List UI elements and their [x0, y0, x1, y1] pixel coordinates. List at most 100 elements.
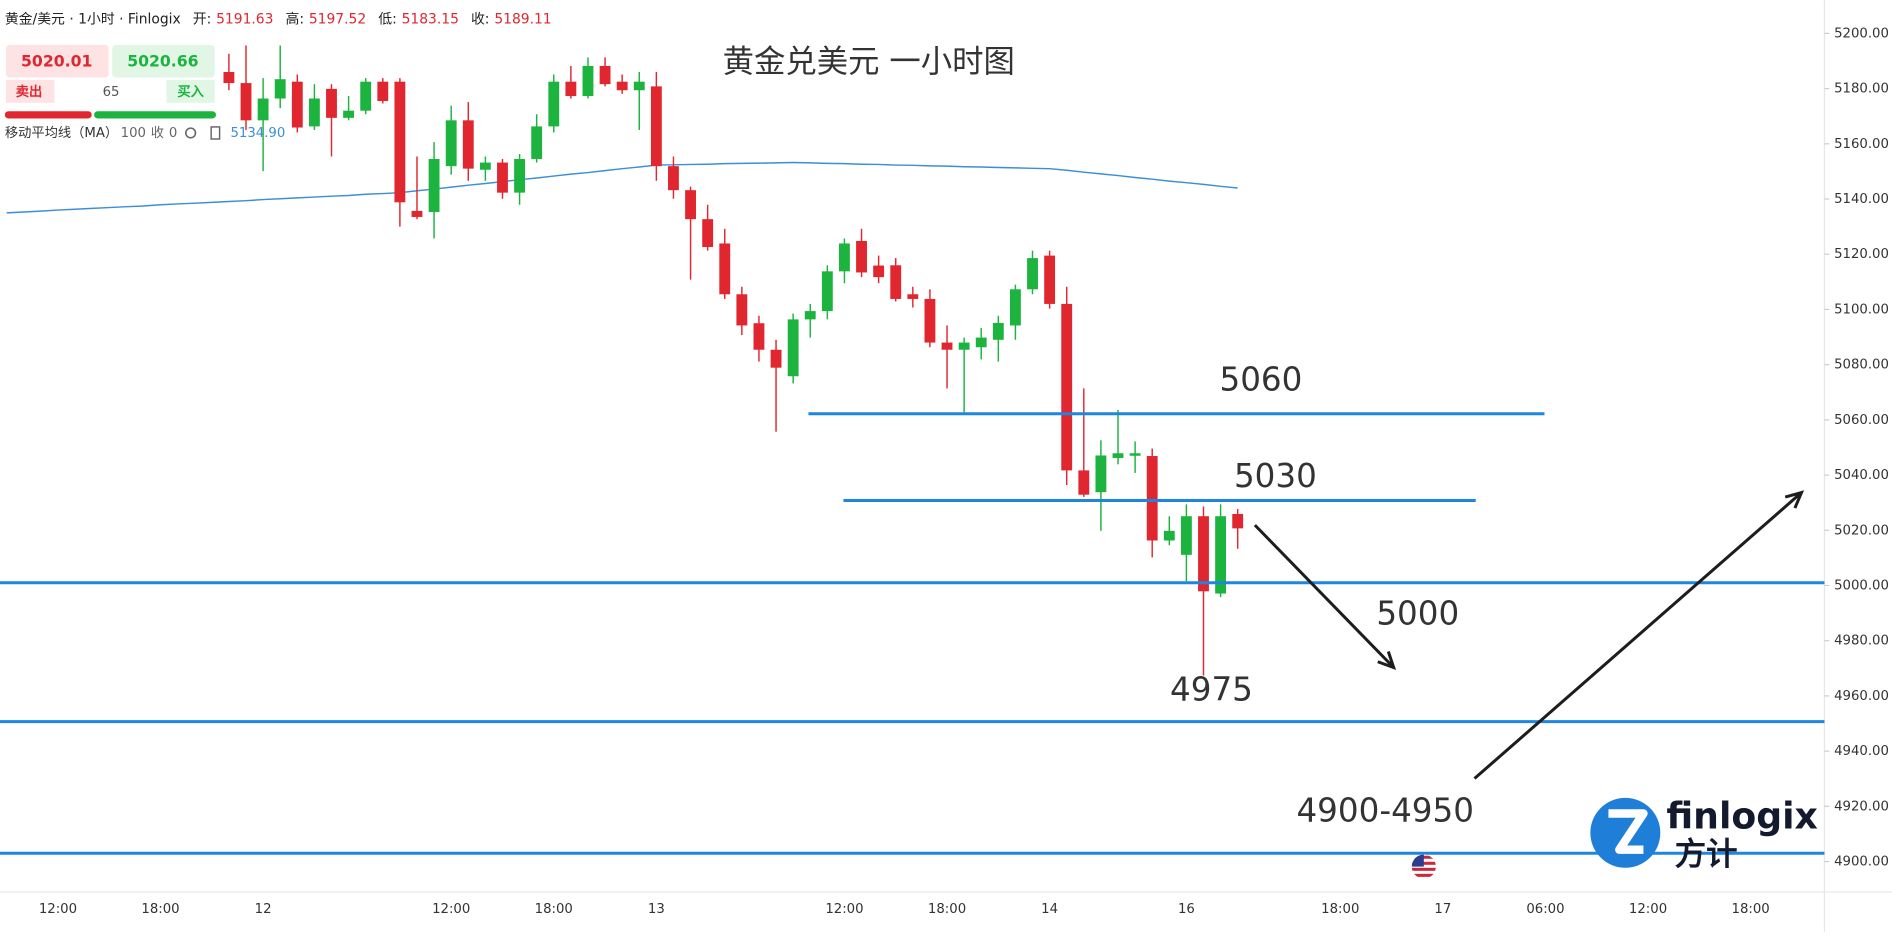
candle-body — [360, 81, 372, 111]
candle-body — [582, 65, 594, 97]
candle-body — [565, 81, 577, 97]
sell-label-box — [6, 79, 55, 103]
candle-body — [1232, 514, 1244, 529]
spread: 65 — [103, 85, 120, 100]
y-tick-label: 5160.00 — [1834, 137, 1889, 152]
candle-body — [479, 162, 491, 170]
candle-body — [1163, 530, 1175, 541]
candle-body — [633, 81, 645, 91]
logo-circle — [1590, 797, 1661, 868]
ohlc-name: 收: — [471, 12, 490, 28]
ohlc-name: 开: — [193, 12, 212, 28]
delete-icon — [210, 126, 221, 140]
candle-body — [223, 72, 235, 84]
logo-mark — [1608, 809, 1648, 854]
candle-body — [770, 349, 782, 368]
candle-body — [1112, 453, 1124, 458]
y-tick-label: 5020.00 — [1834, 523, 1889, 538]
candle-body — [702, 219, 714, 248]
annotation: 4975 — [1170, 671, 1253, 709]
settings-icon — [185, 127, 197, 139]
y-tick-label: 5140.00 — [1834, 192, 1889, 207]
candle-body — [907, 294, 919, 299]
arrow-head — [1377, 651, 1397, 670]
candle-body — [308, 98, 320, 127]
candle-body — [1009, 289, 1021, 326]
candle-body — [753, 323, 765, 350]
y-tick-label: 5040.00 — [1834, 468, 1889, 483]
x-tick-label: 12:00 — [39, 902, 77, 917]
x-tick-label: 18:00 — [141, 902, 179, 917]
candle-body — [668, 166, 679, 191]
candle-body — [462, 120, 474, 169]
candle-body — [992, 322, 1004, 340]
candle-body — [839, 243, 850, 272]
candle-body — [1198, 516, 1209, 592]
logo: finlogix 方计 — [1590, 794, 1818, 873]
x-tick-label: 12 — [255, 902, 272, 917]
flag-icon — [1411, 854, 1436, 879]
ma-period: 100 — [121, 126, 146, 141]
candle-body — [941, 342, 953, 350]
candle-body — [1061, 303, 1073, 471]
x-tick-label: 06:00 — [1526, 902, 1564, 917]
y-tick-label: 5100.00 — [1834, 302, 1889, 317]
buy-label-box — [166, 79, 215, 103]
ohlc-value: 5189.11 — [494, 12, 551, 28]
annotation: 4900-4950 — [1296, 791, 1474, 829]
candle-body — [411, 210, 423, 217]
candle-body — [650, 86, 662, 167]
y-tick-label: 5060.00 — [1834, 413, 1889, 428]
ohlc-value: 5197.52 — [309, 12, 366, 28]
candle-body — [1078, 470, 1090, 495]
x-tick-label: 18:00 — [928, 902, 966, 917]
x-tick-label: 17 — [1434, 902, 1451, 917]
candle-body — [343, 110, 355, 118]
candle-body — [616, 81, 628, 91]
candle-body — [497, 162, 508, 193]
candle-body — [685, 190, 696, 220]
candle-body — [1129, 453, 1141, 456]
y-tick-label: 4940.00 — [1834, 744, 1889, 759]
x-tick-label: 18:00 — [535, 902, 573, 917]
candle-body — [856, 240, 867, 273]
buy-bar — [94, 111, 216, 119]
x-tick-label: 18:00 — [1321, 902, 1359, 917]
ma-name: 移动平均线（MA） — [5, 125, 118, 141]
candle-body — [1146, 456, 1158, 541]
y-tick-label: 5000.00 — [1834, 579, 1889, 594]
arrow-shaft — [1473, 491, 1803, 780]
candle-body — [1215, 516, 1227, 594]
arrow-head — [1784, 490, 1805, 509]
header: 黄金/美元 · 1小时 · Finlogix 开: 5191.63 高: 5197.52… — [5, 11, 552, 28]
ma-line — [6, 161, 1238, 214]
candle-body — [394, 81, 406, 203]
candle-body — [1027, 258, 1038, 290]
sell-box — [6, 44, 109, 78]
candle-body — [445, 120, 457, 167]
ohlc-value: 5183.15 — [402, 12, 459, 28]
ma-value: 5134.90 — [230, 126, 285, 141]
x-tick-label: 16 — [1178, 902, 1195, 917]
sell-price: 5020.01 — [21, 51, 92, 70]
logo-brand: finlogix — [1666, 794, 1818, 837]
y-tick-label: 4920.00 — [1834, 799, 1889, 814]
ohlc-value: 5191.63 — [216, 12, 273, 28]
x-tick-label: 14 — [1041, 902, 1058, 917]
candle-body — [804, 311, 816, 320]
candle-body — [719, 243, 731, 295]
ma-legend: 移动平均线（MA） 100 收 0 — [5, 125, 178, 141]
y-tick-label: 4960.00 — [1834, 689, 1889, 704]
annotation: 5030 — [1234, 457, 1317, 495]
y-tick-label: 4900.00 — [1834, 855, 1889, 870]
y-tick-label: 5080.00 — [1834, 358, 1889, 373]
candle-body — [975, 337, 987, 348]
buy-label: 买入 — [177, 84, 204, 100]
candle-body — [548, 81, 560, 127]
y-tick-label: 4980.00 — [1834, 634, 1889, 649]
candle-body — [890, 265, 902, 299]
ma-offset: 0 — [169, 126, 177, 141]
candle-body — [736, 294, 748, 326]
